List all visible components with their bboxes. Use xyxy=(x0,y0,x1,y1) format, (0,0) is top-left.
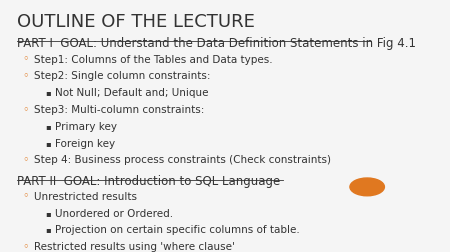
Text: ◦: ◦ xyxy=(22,191,29,201)
Text: ▪: ▪ xyxy=(45,208,51,217)
Text: PART II  GOAL: Introduction to SQL Language: PART II GOAL: Introduction to SQL Langua… xyxy=(17,174,280,187)
Text: Step3: Multi-column constraints:: Step3: Multi-column constraints: xyxy=(34,105,204,115)
Text: ▪: ▪ xyxy=(45,225,51,233)
Text: Step1: Columns of the Tables and Data types.: Step1: Columns of the Tables and Data ty… xyxy=(34,54,273,65)
Text: Foreign key: Foreign key xyxy=(55,138,115,148)
Text: Restricted results using 'where clause': Restricted results using 'where clause' xyxy=(34,241,235,251)
Text: ▪: ▪ xyxy=(45,138,51,147)
Text: Not Null; Default and; Unique: Not Null; Default and; Unique xyxy=(55,88,208,98)
Text: ▪: ▪ xyxy=(45,88,51,97)
Text: Unordered or Ordered.: Unordered or Ordered. xyxy=(55,208,173,218)
Text: ◦: ◦ xyxy=(22,241,29,251)
Text: Step 4: Business process constraints (Check constraints): Step 4: Business process constraints (Ch… xyxy=(34,155,331,165)
Text: Primary key: Primary key xyxy=(55,121,117,131)
Text: Unrestricted results: Unrestricted results xyxy=(34,191,137,201)
Text: Projection on certain specific columns of table.: Projection on certain specific columns o… xyxy=(55,225,300,234)
Text: PART I  GOAL: Understand the Data Definition Statements in Fig 4.1: PART I GOAL: Understand the Data Definit… xyxy=(17,37,416,50)
Text: ◦: ◦ xyxy=(22,155,29,165)
Text: Step2: Single column constraints:: Step2: Single column constraints: xyxy=(34,71,211,81)
Circle shape xyxy=(350,178,384,196)
Text: OUTLINE OF THE LECTURE: OUTLINE OF THE LECTURE xyxy=(17,13,255,31)
Text: ◦: ◦ xyxy=(22,71,29,81)
Text: ◦: ◦ xyxy=(22,54,29,65)
Text: ▪: ▪ xyxy=(45,121,51,130)
Text: ◦: ◦ xyxy=(22,105,29,115)
